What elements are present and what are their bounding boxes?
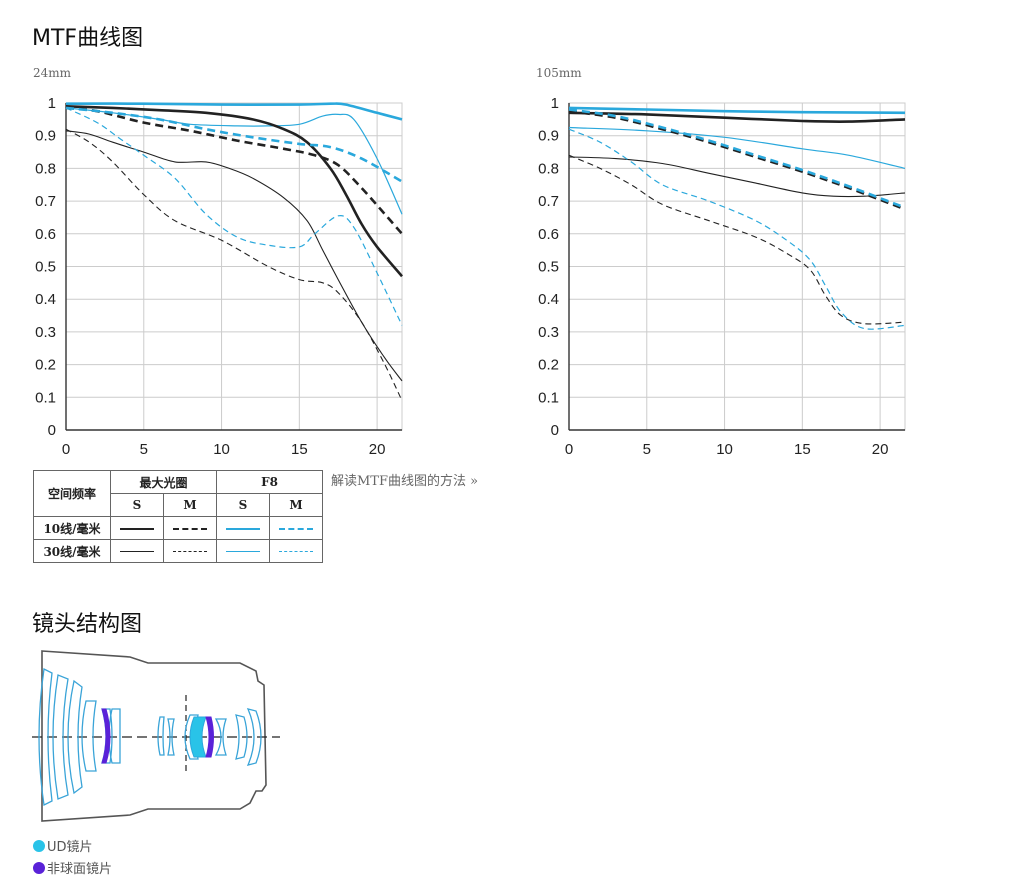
chart-title-105mm: 105mm [536,66,582,80]
y-tick-label: 0.5 [35,259,56,276]
x-tick-label: 20 [872,441,889,458]
y-tick-label: 0.1 [538,389,559,406]
y-tick-label: 0.5 [538,259,559,276]
y-tick-label: 0 [48,422,56,439]
row-30lpmm: 30线/毫米 [33,539,111,563]
y-tick-label: 0.9 [538,128,559,145]
aspherical-element-1 [101,708,111,764]
swatch-black-thin-dashed [163,539,217,563]
mtf-curve-black-thick-dashed [65,106,403,235]
mtf-curve-blue-thick-solid [65,102,403,121]
y-tick-label: 1 [48,95,56,112]
lens-group-5a [235,714,248,760]
lens-group-5b [246,708,262,766]
lens-group-4a [214,718,227,756]
mtf-curve-blue-thin-dashed [65,107,403,326]
lens-group-1a [81,700,97,772]
freq-header: 空间频率 [33,470,111,517]
y-tick-label: 0.2 [538,357,559,374]
m-header: M [163,493,217,517]
lens-barrel-outline [41,650,267,822]
x-tick-label: 5 [643,441,651,458]
lens-legend-ud: UD镜片 [33,836,93,855]
y-tick-label: 0.6 [538,226,559,243]
y-tick-label: 0.3 [538,324,559,341]
y-tick-label: 0.8 [538,160,559,177]
y-tick-label: 0.4 [35,291,56,308]
x-tick-label: 0 [62,441,70,458]
front-element-2 [52,674,69,800]
mtf-curve-black-thick-solid [65,105,403,278]
lens-legend-aspherical: 非球面镜片 [33,858,112,877]
swatch-blue-thin-solid [216,539,270,563]
f8-header: F8 [216,470,323,494]
y-tick-label: 0.4 [538,291,559,308]
aspherical-color-dot [33,861,45,874]
x-tick-label: 10 [716,441,733,458]
y-tick-label: 0 [551,422,559,439]
mtf-curve-black-thin-solid [65,130,403,382]
x-tick-label: 15 [291,441,308,458]
mtf-curve-blue-thin-solid [65,107,403,215]
swatch-blue-thick-dashed [269,516,323,540]
y-tick-label: 0.8 [35,160,56,177]
mtf-curve-blue-thick-solid [568,106,906,115]
swatch-black-thick-solid [110,516,164,540]
y-tick-label: 0.6 [35,226,56,243]
row-10lpmm: 10线/毫米 [33,516,111,540]
mtf-curve-blue-thick-dashed [65,106,403,183]
front-element-3 [67,679,83,795]
ud-label: UD镜片 [47,840,93,855]
mtf-chart-24mm: 00.10.20.30.40.50.60.70.80.910 5 10 15 20 [35,95,403,458]
mtf-curve-black-thick-solid [568,111,906,124]
mtf-curve-black-thin-solid [568,156,906,198]
swatch-black-thick-dashed [163,516,217,540]
y-tick-label: 0.9 [35,128,56,145]
x-tick-label: 0 [565,441,573,458]
s-header: S [110,493,164,517]
ud-color-dot [33,839,45,852]
y-tick-label: 1 [551,95,559,112]
mtf-curve-blue-thin-dashed [568,128,906,330]
mtf-curve-blue-thick-dashed [568,108,906,209]
front-element-1 [38,668,53,806]
x-tick-label: 5 [140,441,148,458]
mtf-chart-105mm: 00.10.20.30.40.50.60.70.80.910 5 10 15 20 [538,95,906,458]
mtf-legend-table: 空间频率 最大光圈 F8 S M S M 10线/毫米 30线/毫米 [33,470,323,563]
y-tick-label: 0.3 [35,324,56,341]
lens-group-2a [157,716,165,756]
mtf-curve-blue-thin-solid [568,126,906,169]
x-tick-label: 20 [369,441,386,458]
y-tick-label: 0.1 [35,389,56,406]
mtf-heading: MTF曲线图 [32,26,144,51]
swatch-black-thin-solid [110,539,164,563]
lens-structure-diagram [32,650,280,822]
lens-heading: 镜头结构图 [32,612,143,637]
mtf-curve-black-thin-dashed [65,128,403,401]
y-tick-label: 0.2 [35,357,56,374]
y-tick-label: 0.7 [35,193,56,210]
x-tick-label: 15 [794,441,811,458]
x-tick-label: 10 [213,441,230,458]
swatch-blue-thin-dashed [269,539,323,563]
s-header: S [216,493,270,517]
chart-title-24mm: 24mm [33,66,72,80]
m-header: M [269,493,323,517]
max-aperture-header: 最大光圈 [110,470,217,494]
lens-group-1c [108,708,121,764]
lens-group-2b [167,718,175,756]
mtf-curve-black-thick-dashed [568,109,906,211]
y-tick-label: 0.7 [538,193,559,210]
swatch-blue-thick-solid [216,516,270,540]
mtf-curve-black-thin-dashed [568,154,906,325]
aspherical-label: 非球面镜片 [47,862,113,877]
aspherical-element-2 [205,716,214,758]
mtf-howto-link[interactable]: 解读MTF曲线图的方法 » [331,474,479,489]
